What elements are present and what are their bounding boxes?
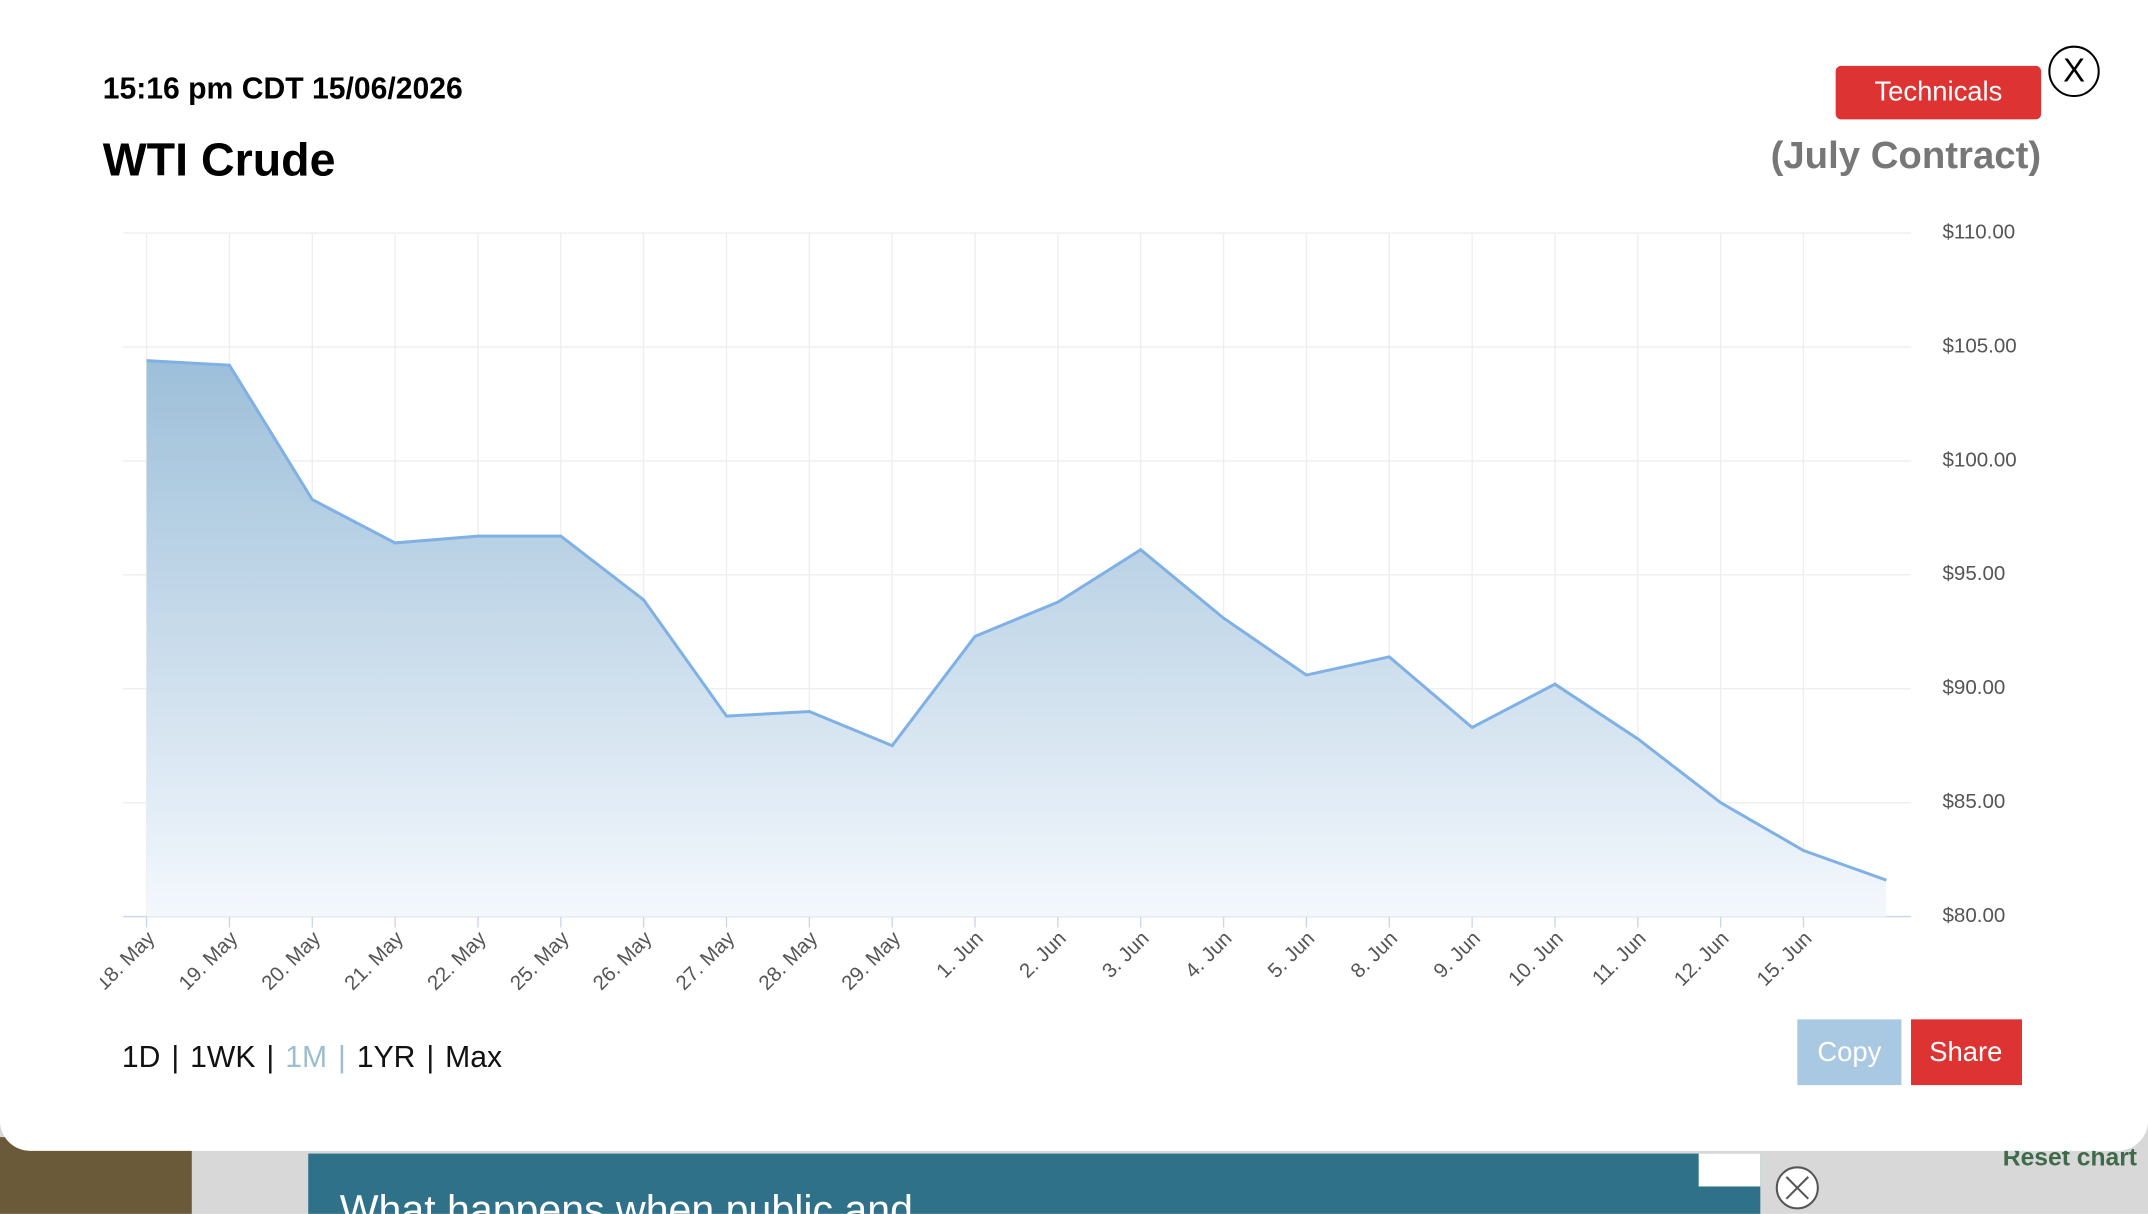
close-button[interactable] — [2048, 45, 2100, 98]
y-tick-label: $80.00 — [1943, 904, 2006, 927]
share-button[interactable] — [1911, 1019, 2022, 1086]
copy-label: Copy — [1817, 1036, 1881, 1067]
range-option[interactable]: 1M — [285, 1041, 327, 1074]
y-tick-label: $90.00 — [1943, 676, 2006, 699]
contract-label: (July Contract) — [1771, 134, 2042, 177]
y-tick-label: $100.00 — [1943, 448, 2017, 471]
range-separator: | — [426, 1041, 434, 1074]
range-separator: | — [338, 1041, 346, 1074]
range-separator: | — [171, 1041, 179, 1074]
ad-text: What happens when public and — [340, 1186, 913, 1214]
area — [146, 360, 1887, 917]
instrument-title: WTI Crude — [103, 133, 336, 185]
share-label: Share — [1929, 1036, 2002, 1067]
line — [146, 359, 1887, 882]
range-option[interactable]: 1YR — [357, 1041, 416, 1074]
y-tick-label: $85.00 — [1943, 790, 2006, 813]
ad-banner[interactable] — [308, 1153, 1761, 1214]
technicals-button[interactable] — [1835, 65, 2042, 120]
ad-close-icon — [1785, 1176, 1809, 1200]
timestamp: 15:16 pm CDT 15/06/2026 — [103, 73, 463, 106]
range-option[interactable]: Max — [445, 1041, 502, 1074]
technicals-label: Technicals — [1874, 76, 2002, 107]
ad-icons[interactable] — [1698, 1153, 1761, 1187]
copy-button[interactable] — [1797, 1019, 1902, 1086]
range-option[interactable]: 1D — [122, 1041, 161, 1074]
y-tick-label: $110.00 — [1943, 220, 2016, 243]
y-tick-label: $95.00 — [1943, 562, 2006, 585]
y-tick-label: $105.00 — [1943, 334, 2017, 357]
close-label: X — [2063, 51, 2085, 88]
range-option[interactable]: 1WK — [190, 1041, 255, 1074]
range-separator: | — [266, 1041, 274, 1074]
